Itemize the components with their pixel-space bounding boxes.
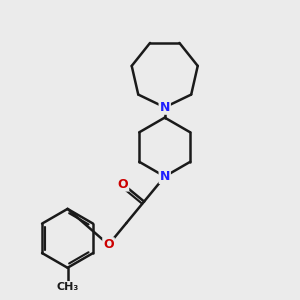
Text: O: O (118, 178, 128, 190)
Text: N: N (160, 101, 170, 114)
Text: N: N (160, 170, 170, 183)
Text: O: O (103, 238, 114, 251)
Text: CH₃: CH₃ (56, 282, 79, 292)
